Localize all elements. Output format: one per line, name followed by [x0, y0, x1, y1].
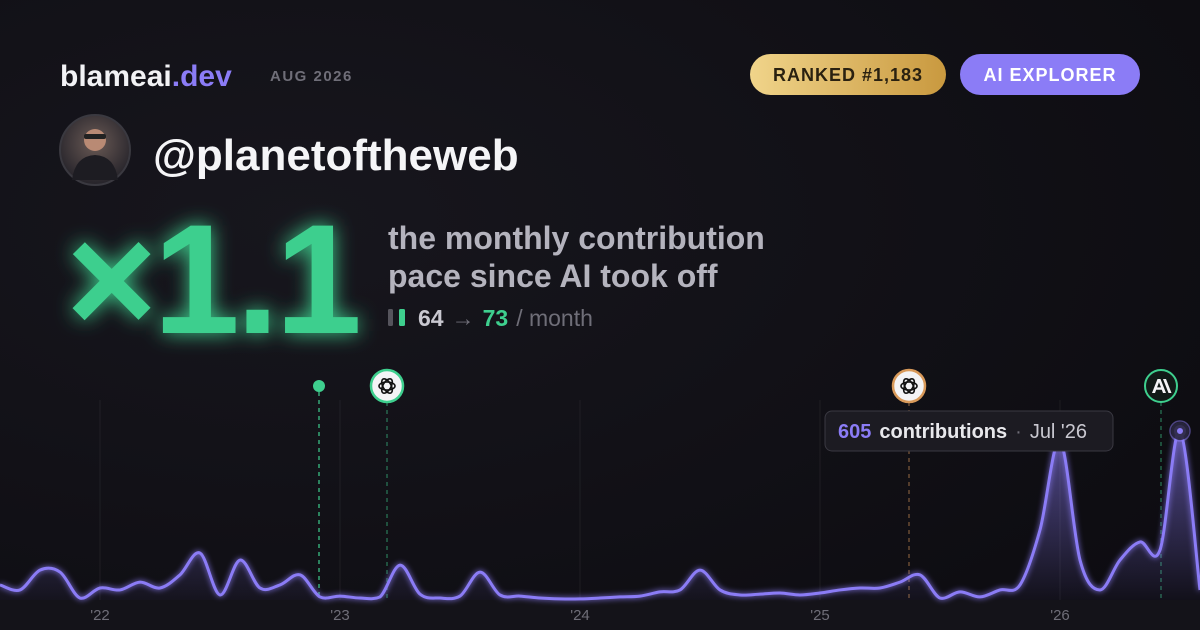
tooltip-box	[824, 410, 1114, 452]
line	[0, 429, 1200, 601]
pace-line: 64 → 73 / month	[418, 305, 593, 331]
tooltip-value: 605	[838, 421, 871, 443]
highlight-ring	[1169, 420, 1191, 442]
pace-before: 64	[418, 305, 444, 331]
description-line: pace since AI took off	[388, 258, 718, 294]
tooltip-text: 605 contributions · Jul '26	[838, 421, 1087, 443]
rank-badge-text: RANKED #1,183	[773, 65, 923, 85]
avatar	[59, 114, 131, 186]
tier-badge	[960, 54, 1140, 95]
highlight-dot	[1171, 422, 1189, 440]
tooltip-label: contributions	[879, 421, 1007, 443]
pace-unit: / month	[516, 305, 593, 331]
description-line: the monthly contribution	[388, 220, 765, 256]
tier-badge-text: AI EXPLORER	[983, 65, 1116, 85]
handle: @planetoftheweb	[153, 131, 519, 180]
after-bar-icon	[399, 309, 405, 326]
x-tick-label: '26	[1050, 607, 1070, 624]
x-tick-label: '24	[570, 607, 590, 624]
x-tick-label: '25	[810, 607, 830, 624]
event-dot	[313, 380, 325, 392]
multiplier: ×1.1	[66, 193, 358, 367]
event-icon	[1144, 369, 1178, 403]
brand-name: blameai	[60, 60, 172, 93]
before-bar-icon	[388, 309, 393, 326]
brand: blameai.dev	[60, 60, 232, 93]
tooltip-separator: ·	[1015, 421, 1022, 443]
brand-suffix: .dev	[172, 60, 232, 93]
event-icon	[891, 368, 927, 404]
tooltip: 605 contributions · Jul '26	[824, 410, 1114, 452]
period: AUG 2026	[270, 68, 353, 85]
pace-arrow: →	[452, 305, 475, 331]
x-tick-label: '23	[330, 607, 350, 624]
rank-badge	[750, 54, 946, 95]
tooltip-date: Jul '26	[1030, 421, 1087, 443]
pace-after: 73	[483, 305, 509, 331]
event-icon	[369, 368, 405, 404]
x-tick-label: '22	[90, 607, 110, 624]
chart: '22 '23 '24 '25 '26	[0, 368, 1200, 624]
area-fill	[0, 430, 1200, 600]
axis-band	[0, 600, 1200, 630]
